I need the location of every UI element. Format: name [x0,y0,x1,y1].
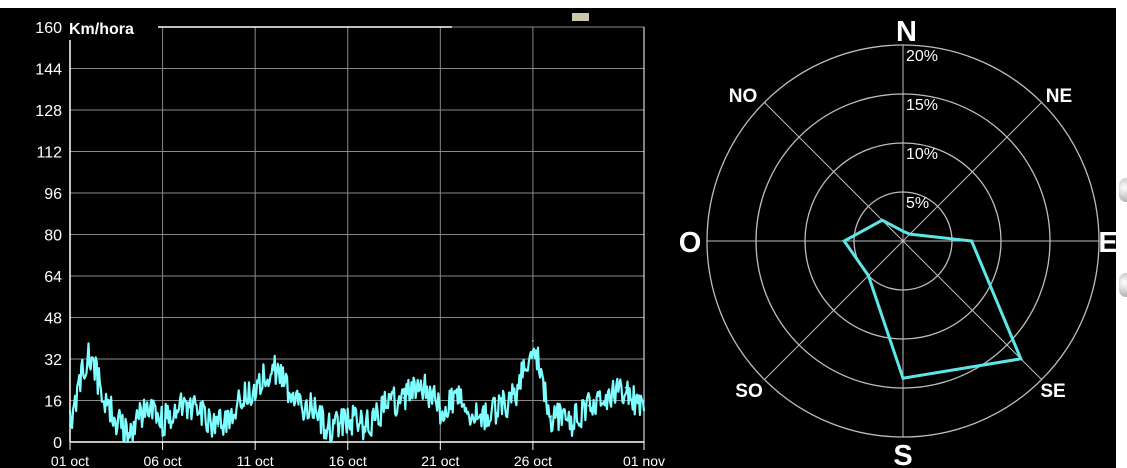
y-tick-label: 128 [35,103,62,120]
direction-label-so: SO [735,381,762,402]
wind-speed-chart: 0 16 32 48 64 80 96 112 128 144 160 01 oct 06 oct 11 … [0,0,668,468]
wind-speed-point [532,340,534,342]
y-tick-label: 160 [35,20,62,37]
rose-chart-top-strip [668,0,1116,8]
wind-speed-point [624,386,627,389]
wind-speed-point [402,397,405,399]
wind-speed-point [513,397,516,399]
rose-ring-label: 15% [906,97,938,114]
wind-speed-point [291,397,293,399]
direction-label-e: E [1098,227,1116,259]
wind-speed-point [346,417,349,420]
legend-swatch[interactable] [572,13,589,21]
wind-speed-point [383,404,386,407]
wind-rose-point-so [866,274,870,278]
wind-speed-point [476,417,479,420]
wind-speed-point [587,404,590,407]
direction-label-no: NO [729,86,758,107]
y-axis-label-box [66,14,158,40]
direction-label-se: SE [1040,381,1065,402]
wind-speed-point [439,407,442,410]
wind-speed-point [458,397,460,399]
right-scroll-button-lower[interactable] [1119,273,1127,297]
wind-speed-point [421,384,423,386]
x-tick-label: 16 oct [329,453,367,468]
direction-label-s: S [893,440,912,468]
wind-speed-point [328,428,331,430]
x-tick-label: 21 oct [421,453,459,468]
x-tick-label: 01 oct [51,453,89,468]
wind-rose-point-o [842,239,846,243]
y-tick-label: 64 [44,269,62,286]
y-tick-label: 112 [36,145,62,162]
rose-ring-label: 10% [906,146,938,163]
wind-speed-point [495,410,497,412]
wind-rose-point-ne [908,232,912,236]
wind-rose-point-no [880,218,884,222]
wind-speed-point [87,350,90,353]
wind-rose-point-se [1019,357,1023,361]
speed-chart-top-strip [0,0,668,8]
wind-speed-point [309,407,312,410]
x-tick-label: 11 oct [237,453,274,468]
wind-speed-point [643,410,645,412]
rose-ring-label: 5% [906,195,929,212]
wind-rose-point-s [901,376,905,380]
rose-spoke [764,102,904,242]
wind-speed-point [235,407,238,410]
wind-speed-point [217,425,219,428]
wind-rose-point-e [970,239,974,243]
wind-speed-point [365,425,368,428]
wind-speed-series-line [68,342,646,444]
rose-spoke [764,240,904,380]
rose-ring-label: 20% [906,48,938,65]
wind-speed-point [161,420,164,423]
rose-spoke [902,102,1042,242]
wind-speed-point [569,423,571,425]
direction-label-n: N [896,16,917,48]
direction-label-ne: NE [1046,86,1072,107]
y-tick-label: 32 [44,352,62,369]
wind-rose-point-n [901,229,905,233]
y-tick-label: 48 [44,311,62,328]
wind-speed-point [69,420,71,423]
wind-speed-point [124,433,127,436]
direction-label-o: O [679,227,702,259]
wind-speed-point [198,412,201,415]
rose-chart-background [668,0,1116,468]
x-tick-label: 01 nov [623,453,665,468]
y-axis-label: Km/hora [69,21,134,38]
wind-speed-point [106,404,108,407]
wind-speed-point [550,415,553,417]
y-tick-label: 144 [35,62,62,79]
wind-rose-chart: 5% 10% 15% 20%N NE E SE S SO O NO [668,0,1116,468]
wind-speed-point [143,410,145,412]
wind-speed-point [606,394,608,397]
y-tick-label: 0 [53,435,62,452]
y-tick-label: 80 [44,228,62,245]
y-tick-label: 96 [44,186,62,203]
wind-speed-point [180,404,182,407]
right-scroll-button-upper[interactable] [1119,178,1127,202]
wind-speed-point [254,384,256,386]
x-tick-label: 26 oct [514,453,552,468]
y-tick-label: 16 [44,394,62,411]
wind-speed-point [272,365,275,368]
x-tick-label: 06 oct [144,453,182,468]
